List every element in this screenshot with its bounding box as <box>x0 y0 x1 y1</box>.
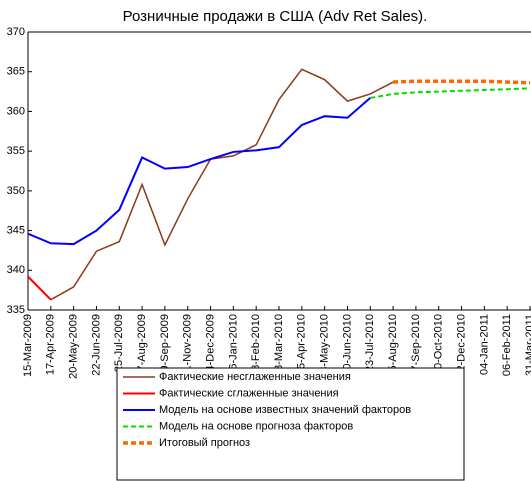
y-tick-label: 360 <box>7 105 25 117</box>
x-tick-label: 25-Aug-2010 <box>387 314 399 378</box>
legend-box <box>116 367 465 481</box>
x-tick-label: 06-Feb-2011 <box>501 314 513 376</box>
x-tick-label: 23-Jul-2010 <box>364 314 376 372</box>
x-tick-label: 20-May-2009 <box>68 314 80 379</box>
y-tick-label: 365 <box>7 66 25 78</box>
x-tick-label: 18-May-2010 <box>319 314 331 379</box>
chart-title: Розничные продажи в США (Adv Ret Sales). <box>123 8 428 25</box>
x-tick-label: 29-Sep-2009 <box>159 314 171 378</box>
y-tick-label: 335 <box>7 304 25 316</box>
x-tick-label: 01-Nov-2009 <box>182 314 194 378</box>
x-tick-label: 25-Jul-2009 <box>113 314 125 372</box>
y-tick-label: 355 <box>7 145 25 157</box>
x-tick-label: 20-Jun-2010 <box>341 314 353 376</box>
x-tick-label: 06-Jan-2010 <box>227 314 239 376</box>
x-tick-label: 22-Jun-2009 <box>90 314 102 376</box>
legend-label: Итоговый прогноз <box>159 437 250 449</box>
legend-label: Модель на основе известных значений факт… <box>159 404 411 416</box>
x-tick-label: 15-Apr-2010 <box>296 314 308 375</box>
series-line <box>27 97 371 246</box>
x-tick-label: 31-Mar-2011 <box>524 314 531 376</box>
x-tick-label: 30-Oct-2010 <box>433 314 445 375</box>
x-tick-label: 15-Mar-2009 <box>22 314 34 377</box>
legend-label: Фактические сглаженные значения <box>159 387 339 399</box>
x-tick-label: 04-Dec-2009 <box>204 314 216 378</box>
x-tick-label: 08-Feb-2010 <box>250 314 262 377</box>
legend-label: Фактические несглаженные значения <box>159 371 351 383</box>
y-tick-label: 370 <box>7 26 25 38</box>
x-tick-label: 02-Dec-2010 <box>455 314 467 378</box>
x-tick-label: 04-Jan-2011 <box>478 314 490 375</box>
legend-label: Модель на основе прогноза факторов <box>159 420 353 432</box>
x-tick-label: 27-Sep-2010 <box>410 314 422 378</box>
series-line <box>370 87 531 99</box>
x-tick-label: 17-Apr-2009 <box>45 314 57 375</box>
x-tick-label: 13-Mar-2010 <box>273 314 285 377</box>
x-tick-label: 27-Aug-2009 <box>136 314 148 378</box>
series-line <box>393 79 531 85</box>
y-tick-label: 345 <box>7 224 25 236</box>
series-line <box>50 68 394 301</box>
y-tick-label: 350 <box>7 185 25 197</box>
series-line <box>27 275 52 301</box>
y-tick-label: 340 <box>7 264 25 276</box>
